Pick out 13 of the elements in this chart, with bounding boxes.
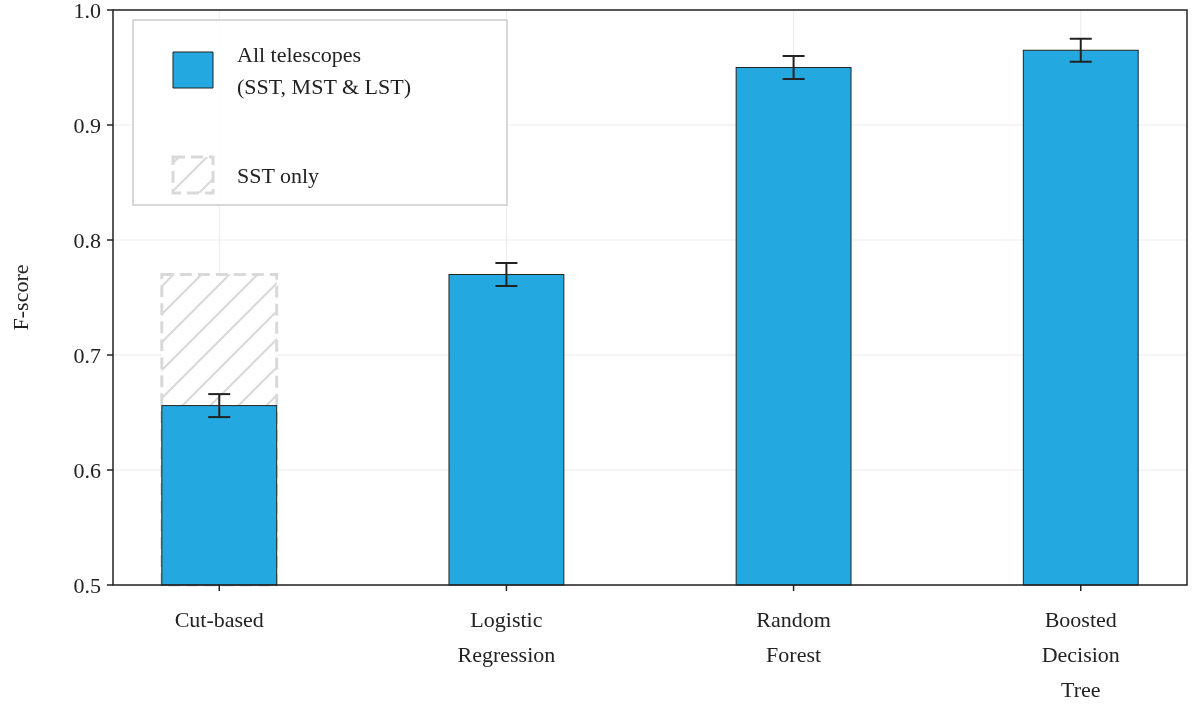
x-tick-label: Random Forest: [756, 607, 831, 667]
x-tick-label: Logistic Regression: [457, 607, 556, 667]
legend-label: All telescopes (SST, MST & LST): [237, 41, 411, 99]
y-tick-label: 1.0: [73, 0, 101, 23]
legend-label: SST only: [237, 162, 320, 188]
x-tick-label: Cut-based: [174, 607, 264, 632]
x-tick-label: Boosted Decision Tree: [1041, 607, 1120, 702]
y-tick-label: 0.9: [73, 112, 101, 138]
y-tick-label: 0.8: [73, 227, 101, 253]
y-tick-label: 0.5: [73, 572, 101, 598]
y-tick-label: 0.6: [73, 457, 101, 483]
y-axis-title: F-score: [8, 264, 33, 331]
y-tick-label: 0.7: [73, 342, 101, 368]
